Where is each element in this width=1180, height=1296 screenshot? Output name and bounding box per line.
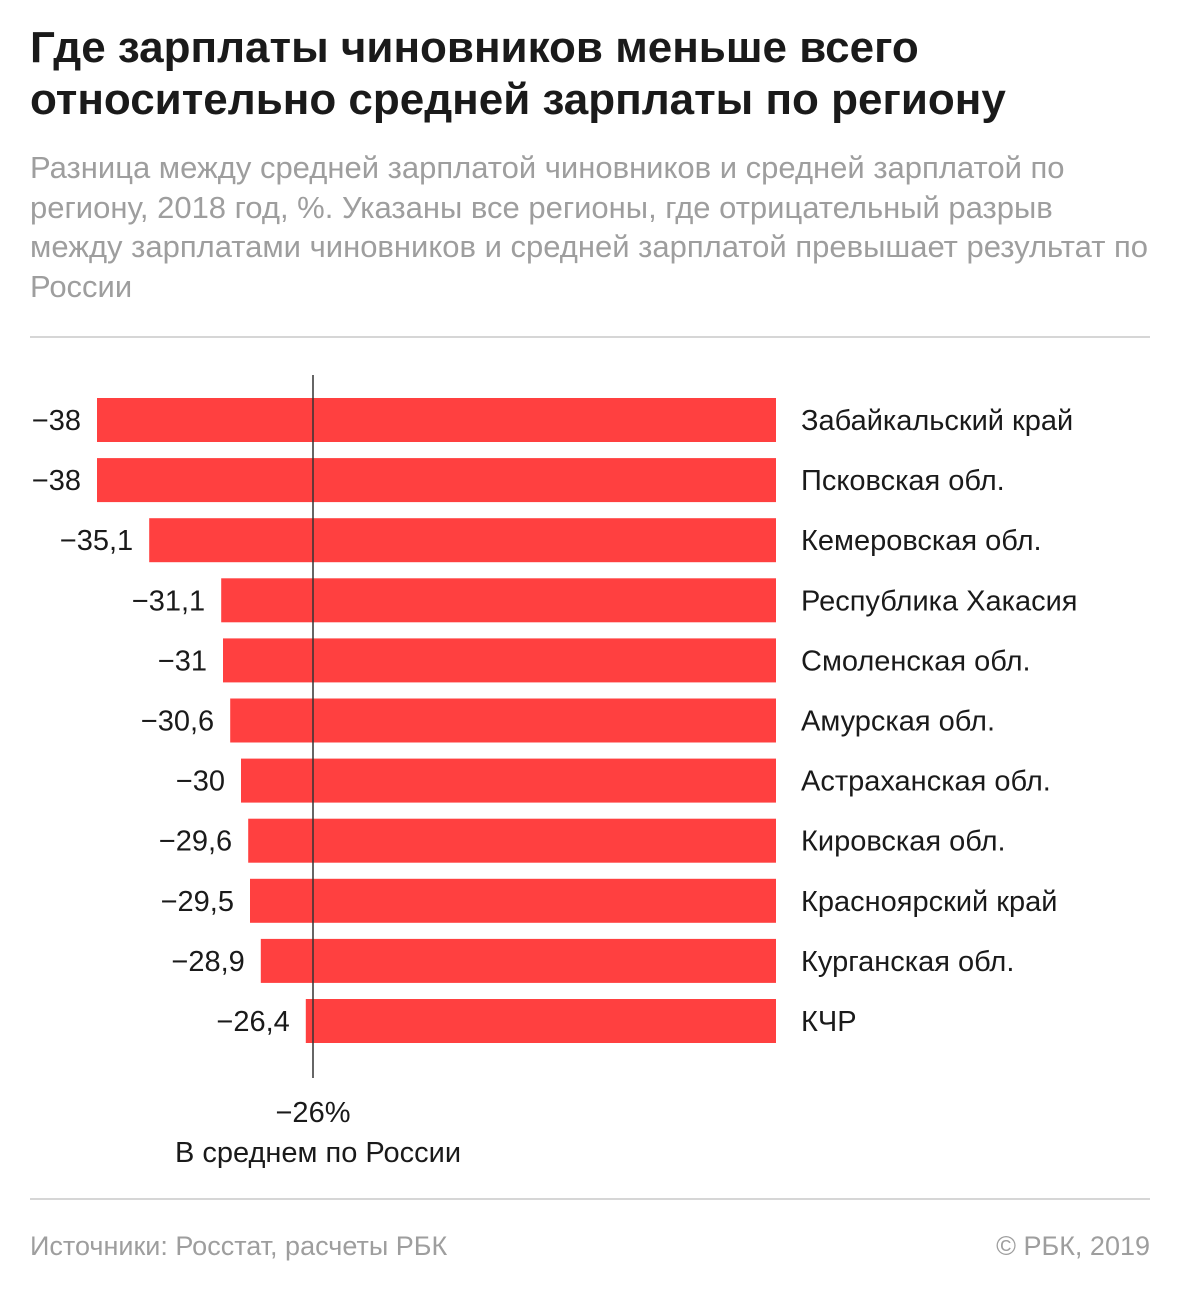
bottom-divider [30,1198,1150,1200]
category-label-7: Астраханская обл. [801,766,1051,798]
bar-chart: −38 Забайкальский край −38 Псковская обл. −3… [32,375,1078,1169]
category-label-10: Курганская обл. [801,946,1014,978]
value-label-11: −26,4 [216,1006,289,1038]
category-label-4: Республика Хакасия [801,585,1078,617]
bar-11 [305,999,776,1043]
top-divider [30,336,1150,338]
chart-subtitle: Разница между средней зарплатой чиновник… [30,150,1149,304]
bar-4 [221,578,776,623]
bar-3 [149,518,776,563]
chart-title: Где зарплаты чиновников меньше всего отн… [30,23,1006,124]
bar-9 [250,878,776,923]
russia-average-label: В среднем по России [175,1137,461,1169]
value-label-8: −29,6 [159,826,232,858]
category-label-5: Смоленская обл. [801,645,1031,677]
value-label-1: −38 [32,405,81,437]
category-label-11: КЧР [801,1006,857,1038]
value-label-4: −31,1 [132,585,205,617]
category-label-1: Забайкальский край [801,405,1073,437]
value-label-2: −38 [32,465,81,497]
russia-average-value: −26% [276,1097,351,1129]
bar-2 [97,458,776,503]
value-label-10: −28,9 [171,946,244,978]
category-label-3: Кемеровская обл. [801,525,1042,557]
value-label-9: −29,5 [161,886,234,918]
value-label-7: −30 [176,766,225,798]
bar-8 [248,818,776,863]
value-label-6: −30,6 [141,706,214,738]
bar-6 [230,698,776,743]
bar-10 [260,938,776,983]
category-label-9: Красноярский край [801,886,1057,918]
bar-5 [223,638,776,683]
category-label-6: Амурская обл. [801,706,995,738]
category-label-2: Псковская обл. [801,465,1005,497]
value-label-5: −31 [158,645,207,677]
source-note: Источники: Росстат, расчеты РБК [30,1231,448,1261]
bar-1 [97,398,776,442]
bar-7 [241,758,776,803]
category-label-8: Кировская обл. [801,826,1006,858]
value-label-3: −35,1 [60,525,133,557]
copyright-note: © РБК, 2019 [996,1231,1150,1261]
